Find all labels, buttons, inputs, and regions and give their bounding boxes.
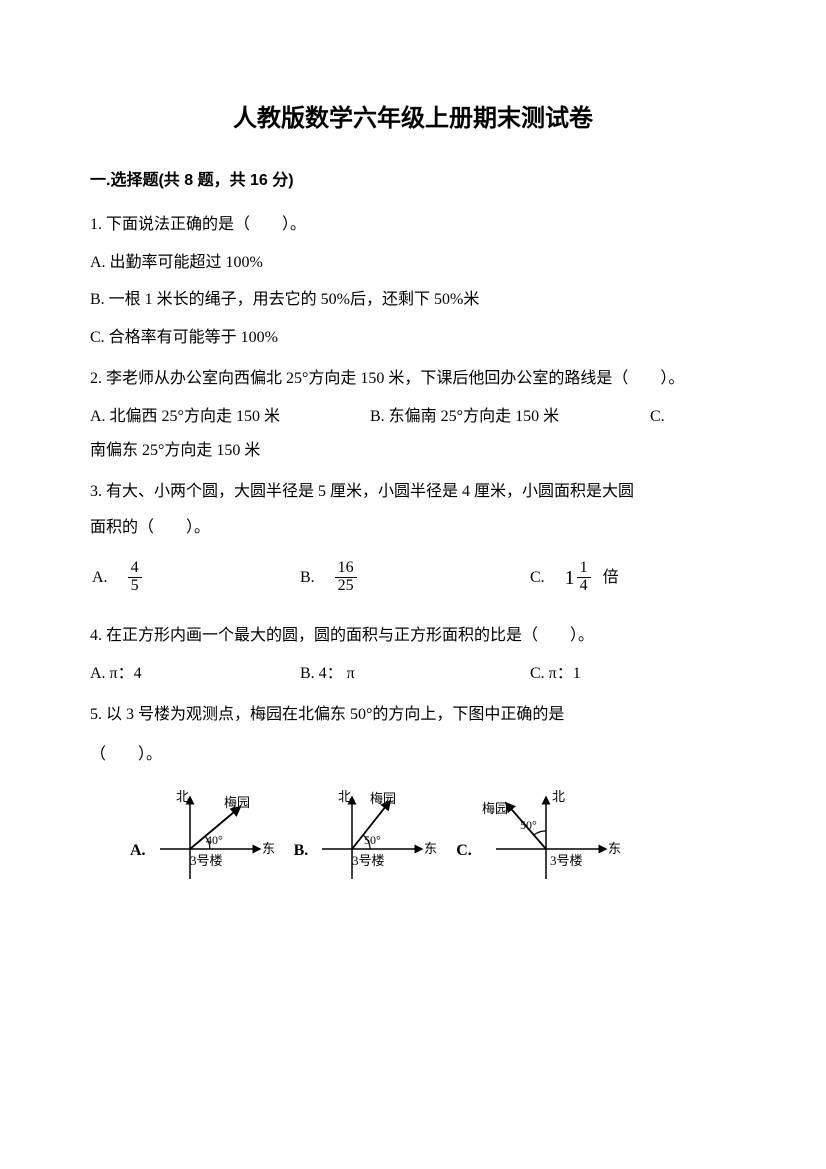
mei-label-c: 梅园 [482,801,508,816]
origin-b: 3号楼 [352,853,385,868]
compass-c-icon: 北 东 梅园 50° 3号楼 [476,789,626,889]
question-1: 1. 下面说法正确的是（ ）。 A. 出勤率可能超过 100% B. 一根 1 … [90,212,736,350]
q3-c-whole: 1 [565,562,575,594]
q3-b-den: 25 [335,578,357,595]
question-3: 3. 有大、小两个圆，大圆半径是 5 厘米，小圆半径是 4 厘米，小圆面积是大圆… [90,479,736,595]
q5-a-label: A. [130,838,146,864]
q2-option-c-rest: 南偏东 25°方向走 150 米 [90,438,736,464]
north-label: 北 [176,789,189,804]
section-header: 一.选择题(共 8 题，共 16 分) [90,168,736,194]
q3-c-mixed: 1 1 4 [565,560,591,595]
q3-c-num: 1 [577,560,591,578]
compass-b-icon: 北 东 梅园 50° 3号楼 [312,789,442,889]
q2-option-b: B. 东偏南 25°方向走 150 米 [370,404,650,430]
q3-c-den: 4 [577,578,591,595]
question-5: 5. 以 3 号楼为观测点，梅园在北偏东 50°的方向上，下图中正确的是 （ ）… [90,702,736,889]
q3-c-suffix: 倍 [603,565,619,591]
question-2: 2. 李老师从办公室向西偏北 25°方向走 150 米，下课后他回办公室的路线是… [90,366,736,463]
question-4: 4. 在正方形内画一个最大的圆，圆的面积与正方形面积的比是（ ）。 A. π：4… [90,623,736,686]
q3-a-den: 5 [128,578,142,595]
q1-option-c: C. 合格率有可能等于 100% [90,325,736,351]
q5-b-label: B. [294,838,309,864]
mei-label: 梅园 [224,795,250,810]
q4-option-c: C. π：1 [530,661,581,687]
compass-a-icon: 北 东 梅园 40° 3号楼 [150,789,280,889]
q3-option-c: C. 1 1 4 倍 [530,560,619,595]
q1-option-a: A. 出勤率可能超过 100% [90,250,736,276]
q3-a-label: A. [92,565,108,591]
origin-a: 3号楼 [190,853,223,868]
east-label: 东 [262,841,275,856]
q5-diagram-b: B. 北 东 梅园 50° 3号楼 [294,789,443,889]
q4-text: 4. 在正方形内画一个最大的圆，圆的面积与正方形面积的比是（ ）。 [90,623,736,649]
q3-b-fraction: 16 25 [335,560,357,595]
angle-c: 50° [520,818,537,832]
q1-option-b: B. 一根 1 米长的绳子，用去它的 50%后，还剩下 50%米 [90,287,736,313]
q2-option-c-prefix: C. [650,404,665,430]
page-title: 人教版数学六年级上册期末测试卷 [90,100,736,138]
q5-line1: 5. 以 3 号楼为观测点，梅园在北偏东 50°的方向上，下图中正确的是 [90,702,736,728]
q1-text: 1. 下面说法正确的是（ ）。 [90,212,736,238]
q4-option-a: A. π：4 [90,661,300,687]
q3-a-fraction: 4 5 [128,560,142,595]
north-label-c: 北 [552,789,565,804]
q2-option-a: A. 北偏西 25°方向走 150 米 [90,404,370,430]
angle-b: 50° [364,833,381,847]
east-label-c: 东 [608,841,621,856]
q3-b-num: 16 [335,560,357,578]
q5-diagrams: A. 北 东 梅园 40° 3号楼 B. [90,789,736,889]
north-label-b: 北 [338,789,351,804]
origin-c: 3号楼 [550,853,583,868]
q3-line2: 面积的（ ）。 [90,515,736,541]
q3-b-label: B. [300,565,315,591]
q5-diagram-c: C. 北 东 梅园 50° 3号楼 [456,789,626,889]
q5-diagram-a: A. 北 东 梅园 40° 3号楼 [130,789,280,889]
q4-option-b: B. 4： π [300,661,530,687]
angle-a: 40° [206,833,223,847]
q5-line2: （ ）。 [90,742,736,768]
q3-a-num: 4 [128,560,142,578]
q2-text: 2. 李老师从办公室向西偏北 25°方向走 150 米，下课后他回办公室的路线是… [90,366,736,392]
east-label-b: 东 [424,841,437,856]
q3-line1: 3. 有大、小两个圆，大圆半径是 5 厘米，小圆半径是 4 厘米，小圆面积是大圆 [90,479,736,505]
mei-label-b: 梅园 [370,791,396,806]
q3-option-b: B. 16 25 [300,560,530,595]
q3-c-label: C. [530,565,545,591]
q5-c-label: C. [456,838,472,864]
q3-option-a: A. 4 5 [90,560,300,595]
